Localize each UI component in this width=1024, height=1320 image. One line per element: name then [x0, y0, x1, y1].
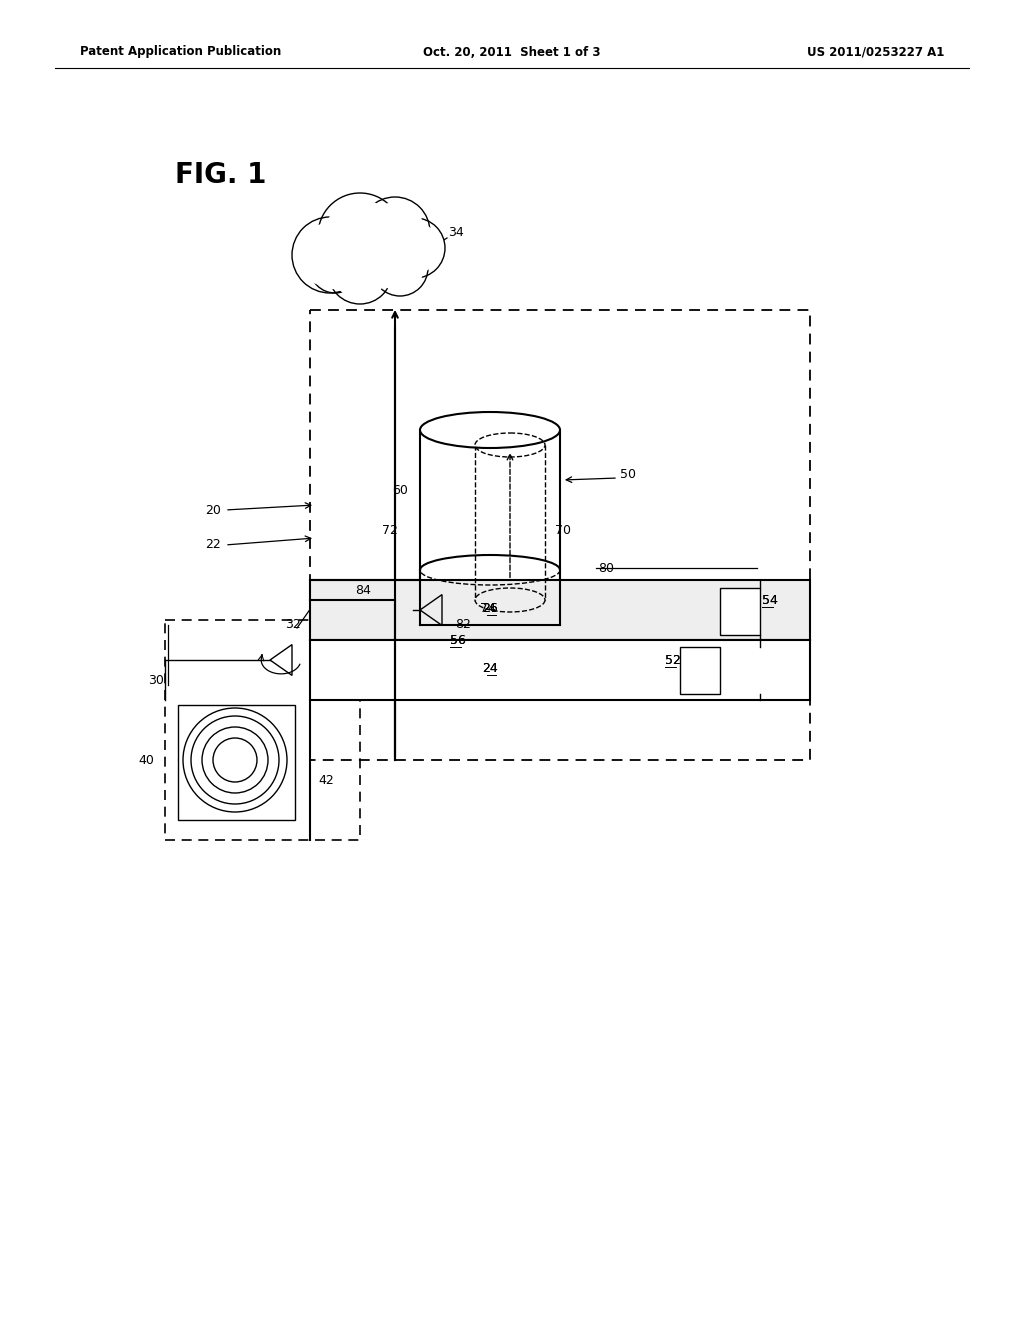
Text: Oct. 20, 2011  Sheet 1 of 3: Oct. 20, 2011 Sheet 1 of 3 [423, 45, 601, 58]
Text: 80: 80 [598, 561, 614, 574]
Text: 62: 62 [477, 413, 493, 426]
Bar [720, 587, 760, 635]
Circle shape [372, 240, 428, 296]
Circle shape [298, 223, 362, 288]
Circle shape [360, 197, 430, 267]
Text: 72: 72 [382, 524, 398, 536]
Text: FIG. 1: FIG. 1 [175, 161, 266, 189]
Bar [310, 310, 810, 760]
Ellipse shape [420, 412, 560, 447]
Text: 84: 84 [355, 583, 371, 597]
Text: 22: 22 [205, 539, 221, 552]
Circle shape [313, 247, 356, 289]
Text: 60: 60 [392, 483, 408, 496]
Text: 24: 24 [482, 661, 498, 675]
Text: 56: 56 [450, 634, 466, 647]
Text: 42: 42 [318, 774, 334, 787]
Text: 54: 54 [762, 594, 778, 606]
Text: 74: 74 [480, 602, 496, 615]
Text: 26: 26 [482, 602, 498, 615]
Circle shape [328, 240, 392, 304]
Text: 52: 52 [665, 653, 681, 667]
Bar [165, 620, 360, 840]
Bar [680, 647, 720, 694]
Circle shape [292, 216, 368, 293]
Text: 32: 32 [285, 619, 301, 631]
Text: 54: 54 [762, 594, 778, 606]
Text: 56: 56 [450, 634, 466, 647]
Text: 30: 30 [148, 673, 164, 686]
Text: 64: 64 [445, 433, 461, 446]
Text: 82: 82 [455, 619, 471, 631]
Text: 70: 70 [555, 524, 571, 536]
Circle shape [389, 223, 440, 273]
Bar [178, 705, 295, 820]
Text: 20: 20 [205, 503, 221, 516]
Circle shape [333, 244, 387, 300]
Text: 24: 24 [482, 661, 498, 675]
Text: Patent Application Publication: Patent Application Publication [80, 45, 282, 58]
Text: 40: 40 [138, 754, 154, 767]
Text: 52: 52 [665, 653, 681, 667]
Text: US 2011/0253227 A1: US 2011/0253227 A1 [807, 45, 944, 58]
Circle shape [366, 202, 425, 261]
Circle shape [310, 243, 360, 293]
Bar [310, 640, 810, 700]
Circle shape [318, 193, 402, 277]
Text: 50: 50 [620, 469, 636, 482]
Text: 26: 26 [482, 602, 498, 615]
Circle shape [325, 199, 395, 271]
Circle shape [385, 218, 445, 279]
Text: 34: 34 [449, 226, 464, 239]
Circle shape [376, 244, 424, 292]
Bar [310, 579, 810, 640]
